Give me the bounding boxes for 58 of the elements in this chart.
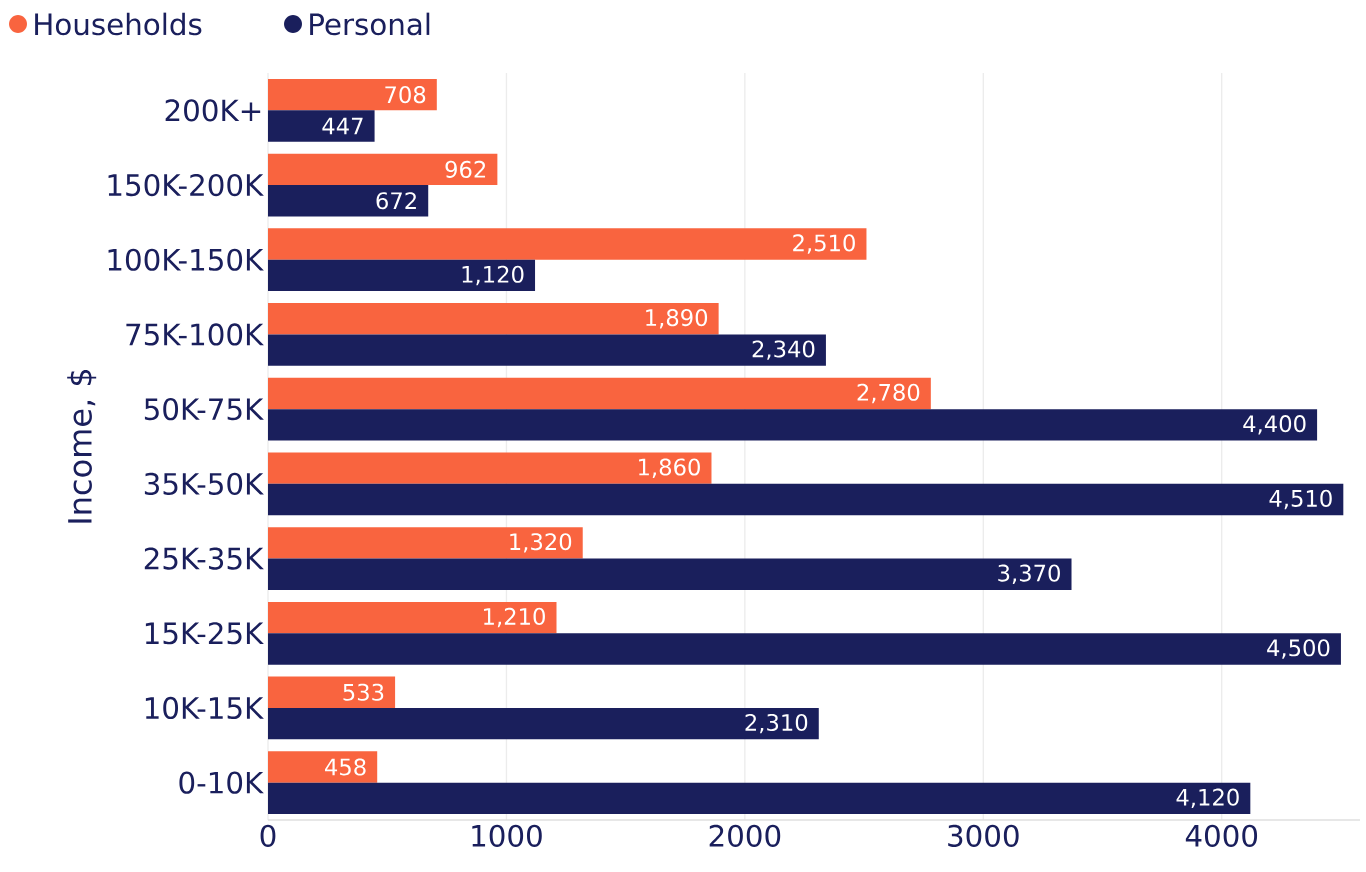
- data-label: 2,510: [793, 234, 855, 254]
- bar: [268, 377, 931, 410]
- y-tick-label: 15K-25K: [145, 622, 264, 645]
- bar: [268, 751, 378, 783]
- bar: [268, 527, 583, 559]
- y-tick-label: 25K-35K: [144, 547, 264, 570]
- y-tick-label: 35K-50K: [144, 472, 264, 495]
- x-tick-label: 3000: [948, 824, 1019, 847]
- y-tick-label: 0-10K: [179, 771, 264, 794]
- bar: [268, 334, 826, 366]
- bar: [268, 110, 375, 142]
- y-tick-label: 75K-100K: [126, 323, 264, 346]
- bar: [268, 228, 867, 260]
- bar: [268, 409, 1318, 441]
- x-tick-label: 2000: [709, 824, 781, 847]
- data-label: 3,370: [998, 564, 1060, 584]
- bar: [268, 483, 1344, 516]
- bar: [268, 633, 1341, 665]
- bar: [268, 782, 1251, 815]
- data-label: 4,120: [1176, 788, 1239, 809]
- data-label: 447: [322, 117, 363, 135]
- data-label: 4,510: [1269, 489, 1332, 510]
- bar: [268, 676, 396, 708]
- y-tick-label: 100K-150K: [108, 248, 264, 271]
- y-tick-label: 10K-15K: [145, 696, 264, 720]
- data-label: 4,500: [1267, 639, 1330, 659]
- y-tick-label: 200K+: [165, 99, 261, 122]
- bar: [268, 78, 437, 111]
- bar: [268, 259, 536, 292]
- data-label: 2,310: [745, 713, 808, 734]
- data-label: 533: [343, 683, 384, 701]
- legend-label: Households: [35, 12, 202, 36]
- data-label: 1,860: [639, 458, 700, 478]
- bar: [268, 707, 819, 740]
- bar: [268, 153, 498, 186]
- data-label: 672: [376, 192, 416, 210]
- data-label: 458: [325, 758, 366, 776]
- x-tick-label: 4000: [1185, 824, 1258, 847]
- data-label: 4,400: [1243, 415, 1306, 435]
- bar: [268, 303, 719, 335]
- x-tick-label: 0: [260, 824, 276, 847]
- y-tick-label: 150K-200K: [108, 173, 264, 197]
- data-label: 1,120: [462, 265, 524, 286]
- y-tick-label: 50K-75K: [144, 398, 264, 421]
- data-label: 962: [445, 160, 486, 178]
- data-label: 1,210: [484, 607, 545, 628]
- data-label: 1,890: [646, 309, 708, 329]
- bar: [268, 558, 1072, 590]
- x-tick-label: 1000: [472, 824, 542, 847]
- data-label: 1,320: [510, 533, 572, 553]
- y-axis-title: Income, $: [67, 369, 97, 523]
- bar: [268, 452, 712, 484]
- bar: [268, 601, 557, 634]
- data-label: 2,340: [752, 340, 815, 360]
- data-label: 2,780: [857, 383, 920, 404]
- legend-label: Personal: [310, 12, 430, 36]
- data-label: 708: [385, 86, 426, 104]
- bar: [268, 185, 429, 217]
